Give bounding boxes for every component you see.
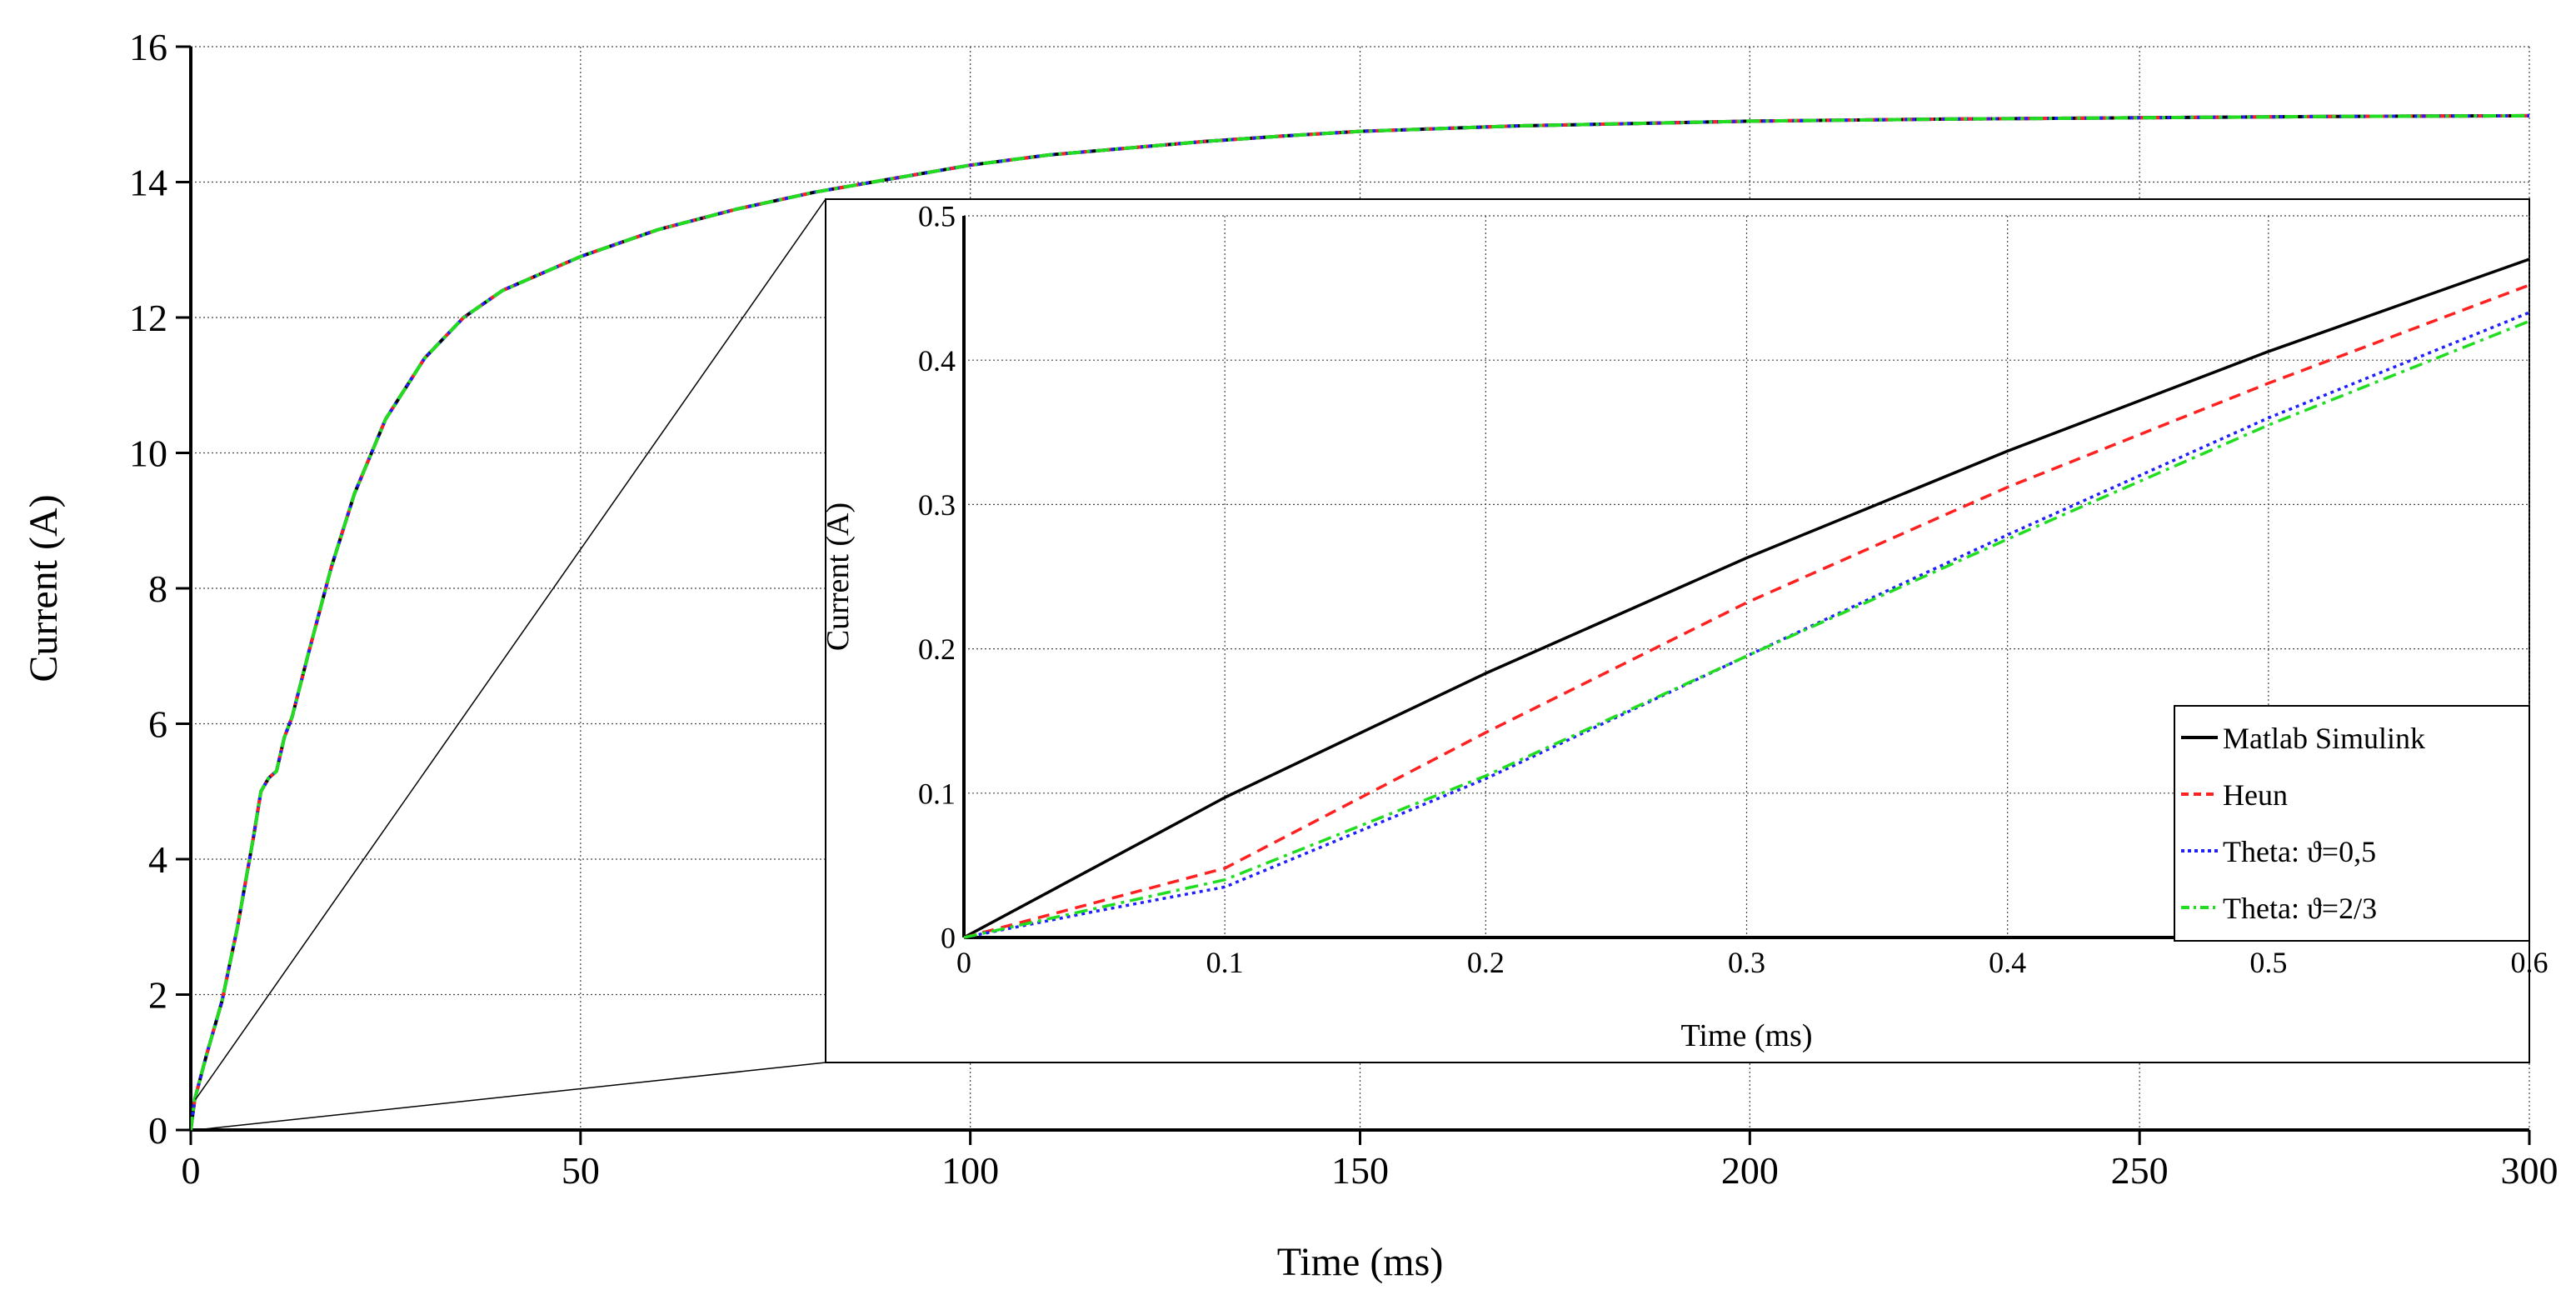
legend-label-2: Theta: ϑ=0,5 [2223, 835, 2376, 868]
legend-label-3: Theta: ϑ=2/3 [2223, 892, 2377, 925]
legend-box [2174, 705, 2530, 942]
main-x-tick-label: 250 [2111, 1149, 2169, 1192]
legend-label-1: Heun [2223, 778, 2288, 812]
main-x-tick-label: 150 [1331, 1149, 1389, 1192]
inset-y-tick-label: 0.2 [918, 632, 956, 666]
inset-x-tick-label: 0.4 [1989, 946, 2026, 979]
main-y-tick-label: 6 [148, 703, 167, 746]
inset-plot-area [964, 258, 2529, 939]
main-x-tick-label: 200 [1721, 1149, 1779, 1192]
main-series-line-3 [191, 113, 2529, 1131]
inset-y-tick-label: 0.4 [918, 344, 956, 378]
main-x-tick-label: 100 [941, 1149, 999, 1192]
main-y-tick-label: 0 [148, 1109, 167, 1152]
inset-y-tick-label: 0.3 [918, 488, 956, 522]
main-y-tick-label: 10 [129, 432, 167, 475]
inset-x-tick-label: 0.2 [1467, 946, 1505, 979]
main-y-tick-label: 14 [129, 162, 167, 204]
inset-series-line-0 [964, 258, 2529, 939]
main-x-tick-label: 50 [562, 1149, 600, 1192]
inset-x-tick-label: 0.3 [1728, 946, 1765, 979]
inset-x-tick-label: 0 [956, 946, 971, 979]
main-y-tick-label: 4 [148, 838, 167, 881]
main-x-tick-label: 0 [182, 1149, 201, 1192]
inset-y-axis-title: Current (A) [821, 502, 856, 651]
inset-y-tick-label: 0 [941, 922, 956, 955]
main-y-tick-label: 2 [148, 974, 167, 1017]
inset-x-tick-label: 0.5 [2249, 946, 2287, 979]
inset-series-line-3 [964, 319, 2529, 939]
zoom-connector-upper [194, 198, 826, 1100]
legend: Matlab Simulink Heun Theta: ϑ=0,5 Theta: ϑ=… [2174, 705, 2530, 942]
main-y-tick-label: 12 [129, 297, 167, 339]
inset-y-tick-label: 0.5 [918, 200, 956, 233]
inset-x-tick-label: 0.1 [1206, 946, 1244, 979]
main-plot-area [191, 113, 2529, 1131]
inset-chart: 0 0.1 0.2 0.3 0.4 0.5 0.6 0 0.1 0.2 0.3 0.4 0.5 Time … [821, 198, 2549, 1063]
zoom-connector-lower [195, 1062, 826, 1131]
zoom-connector-lines [194, 198, 826, 1131]
main-x-axis-title: Time (ms) [1277, 1240, 1444, 1284]
main-y-tick-label: 8 [148, 568, 167, 610]
inset-series-line-1 [964, 283, 2529, 939]
inset-x-tick-label: 0.6 [2511, 946, 2549, 979]
inset-x-axis-title: Time (ms) [1680, 1018, 1812, 1053]
legend-label-0: Matlab Simulink [2223, 722, 2425, 755]
main-y-axis-title: Current (A) [22, 494, 66, 682]
inset-y-tick-label: 0.1 [918, 777, 956, 810]
main-x-tick-label: 300 [2501, 1149, 2559, 1192]
main-y-tick-label: 16 [129, 26, 167, 68]
